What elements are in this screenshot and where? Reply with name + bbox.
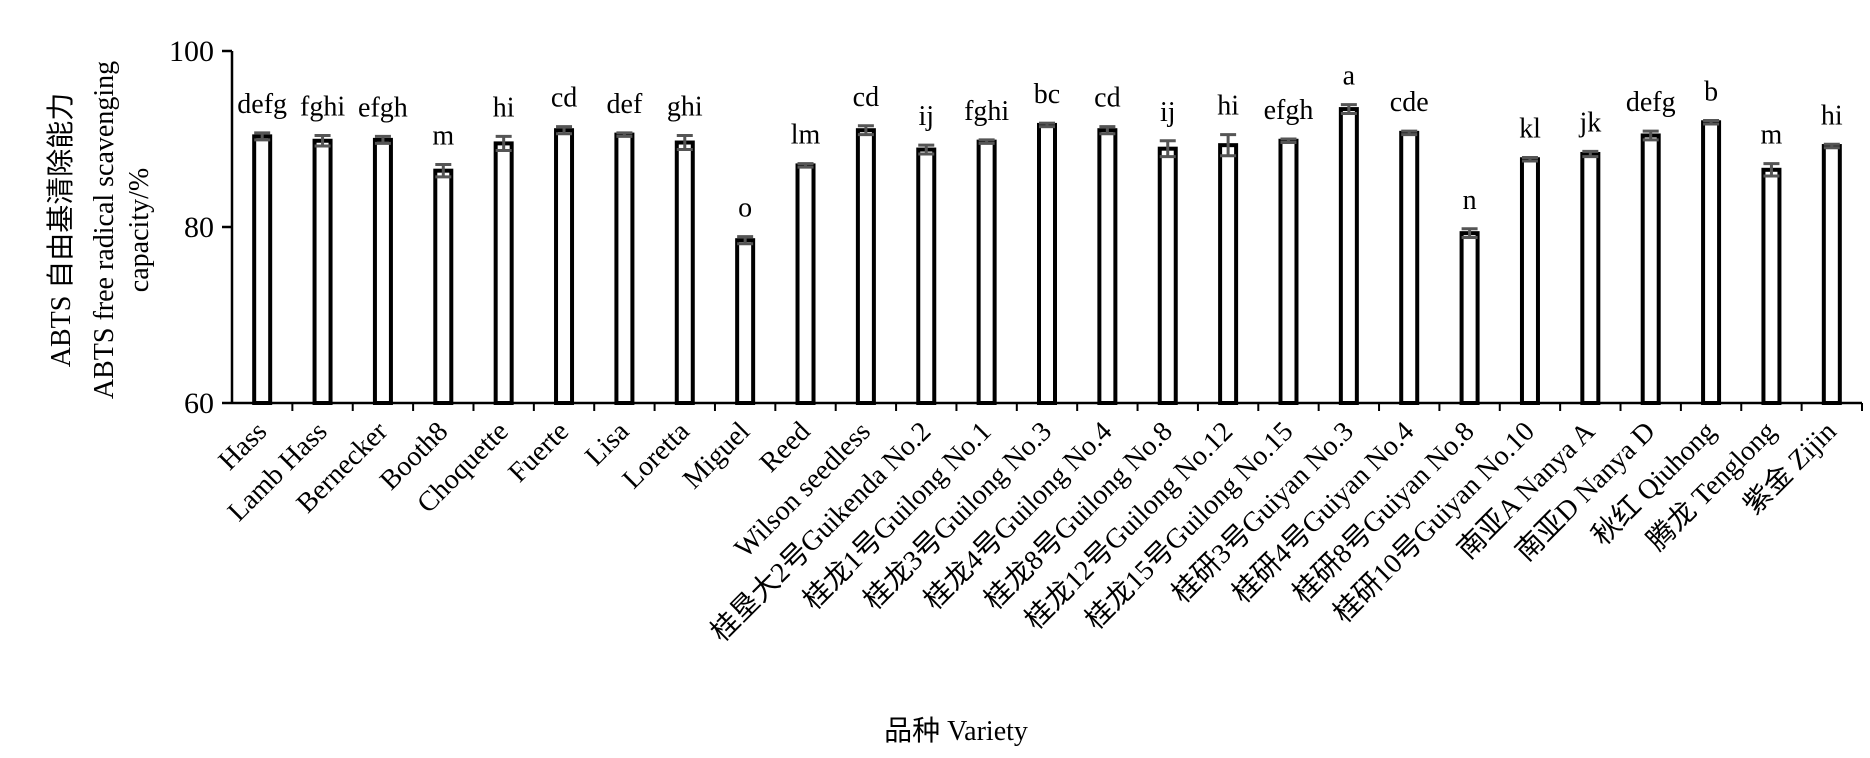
y-axis-title-en-1: ABTS free radical scavenging — [89, 61, 120, 399]
y-ticks: 60 80 100 — [169, 35, 232, 420]
significance-label: n — [1463, 185, 1477, 216]
y-tick-label: 100 — [169, 35, 214, 68]
bar — [1459, 231, 1480, 405]
significance-label: fghi — [964, 96, 1009, 127]
significance-label: cd — [853, 82, 879, 113]
bar — [1097, 128, 1118, 405]
bar — [976, 139, 997, 405]
bar — [795, 163, 816, 405]
significance-label: bc — [1034, 79, 1060, 110]
significance-label: fghi — [300, 91, 345, 122]
bars — [252, 107, 1842, 406]
bar — [1640, 133, 1661, 405]
significance-label: b — [1704, 77, 1718, 108]
bar — [614, 132, 635, 405]
significance-label: kl — [1519, 113, 1541, 144]
x-tick-label: Fuerte — [502, 416, 575, 489]
significance-label: cd — [1094, 83, 1120, 114]
significance-label: m — [1761, 120, 1783, 151]
significance-label: m — [432, 121, 454, 152]
significance-label: lm — [791, 120, 821, 151]
y-axis-title-en-2: capacity/% — [124, 168, 155, 292]
significance-label: jk — [1578, 107, 1601, 138]
bar — [554, 128, 575, 405]
bar — [493, 141, 514, 405]
significance-label: efgh — [1264, 95, 1314, 126]
bar — [1218, 143, 1239, 405]
significance-label: a — [1343, 61, 1356, 92]
bar — [1821, 144, 1842, 405]
bar — [433, 168, 454, 405]
bar — [372, 137, 393, 405]
significance-label: o — [738, 193, 752, 224]
bar — [1399, 130, 1420, 405]
significance-label: hi — [493, 92, 515, 123]
bar — [1519, 157, 1540, 405]
significance-label: cde — [1390, 87, 1429, 118]
y-axis-title-cn: ABTS 自由基清除能力 — [45, 93, 77, 368]
significance-label: def — [607, 89, 643, 120]
y-tick-label: 60 — [184, 387, 214, 420]
significance-label: efgh — [358, 92, 408, 123]
significance-label: ij — [918, 101, 934, 132]
x-tick-label: Loretta — [617, 416, 696, 495]
bar — [312, 138, 333, 405]
significance-label: cd — [551, 83, 577, 114]
y-tick-label: 80 — [184, 211, 214, 244]
bar — [916, 147, 937, 405]
significance-label: ij — [1160, 97, 1176, 128]
y-axis-title: ABTS 自由基清除能力 ABTS free radical scavengin… — [45, 61, 155, 399]
bar — [1701, 120, 1722, 405]
bar — [1278, 138, 1299, 405]
bar — [855, 128, 876, 405]
x-tick-label: Miguel — [677, 416, 756, 495]
significance-label: hi — [1821, 100, 1843, 131]
bar — [1037, 122, 1057, 405]
bar — [252, 134, 273, 406]
significance-label: hi — [1217, 91, 1239, 122]
significance-label: defg — [237, 89, 287, 120]
significance-label: defg — [1626, 87, 1676, 118]
error-bars — [254, 103, 1840, 246]
significance-label: ghi — [667, 91, 703, 122]
x-axis-title: 品种 Variety — [884, 715, 1028, 747]
bar — [1338, 107, 1359, 406]
bar — [1157, 146, 1178, 405]
bar — [1761, 167, 1782, 405]
bar — [735, 238, 756, 405]
bar — [674, 140, 695, 406]
bar — [1580, 151, 1601, 405]
